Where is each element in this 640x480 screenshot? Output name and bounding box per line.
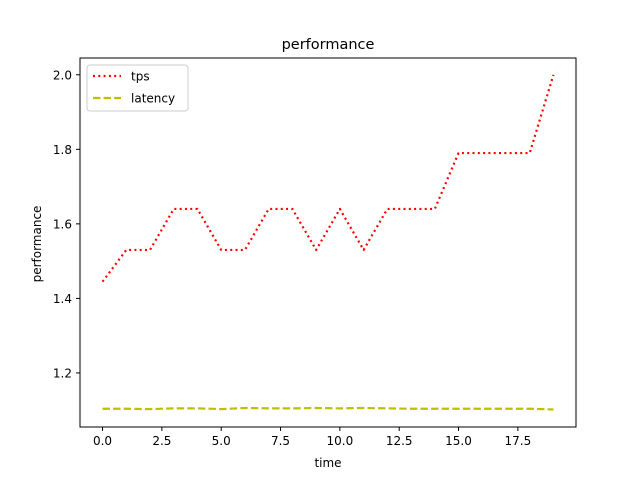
- axes-layer: 0.0 2.5 5.0 7.5 10.0 12.5 15.0 17.5 1.2 1.4 1.6 1.8…: [53, 57, 577, 448]
- legend-label-latency: latency: [131, 92, 175, 106]
- x-tick-label: 15.0: [445, 434, 472, 448]
- y-tick-label: 1.8: [53, 143, 72, 157]
- legend-box: [86, 64, 189, 112]
- x-tick-label: 0.0: [93, 434, 112, 448]
- series-layer: [101, 74, 555, 411]
- x-axis-title: time: [314, 456, 341, 470]
- plot-area: [80, 58, 576, 427]
- x-tick-label: 10.0: [327, 434, 354, 448]
- x-tick-label: 5.0: [212, 434, 231, 448]
- series-line-tps: [101, 74, 555, 283]
- y-tick-label: 1.4: [53, 292, 72, 306]
- x-tick-label: 2.5: [152, 434, 171, 448]
- x-tick-label: 7.5: [271, 434, 290, 448]
- chart-title: performance: [282, 37, 375, 53]
- legend-label-tps: tps: [131, 70, 150, 84]
- series-line-latency: [102, 406, 554, 411]
- y-tick-label: 1.2: [53, 366, 72, 380]
- plot-background: [80, 58, 576, 427]
- y-tick-label: 2.0: [53, 68, 72, 82]
- y-axis-title: performance: [30, 206, 44, 283]
- x-tick-label: 12.5: [386, 434, 413, 448]
- y-tick-label: 1.6: [53, 217, 72, 231]
- x-tick-label: 17.5: [504, 434, 531, 448]
- legend: tps latency: [86, 64, 189, 112]
- plot-frame: [79, 57, 577, 428]
